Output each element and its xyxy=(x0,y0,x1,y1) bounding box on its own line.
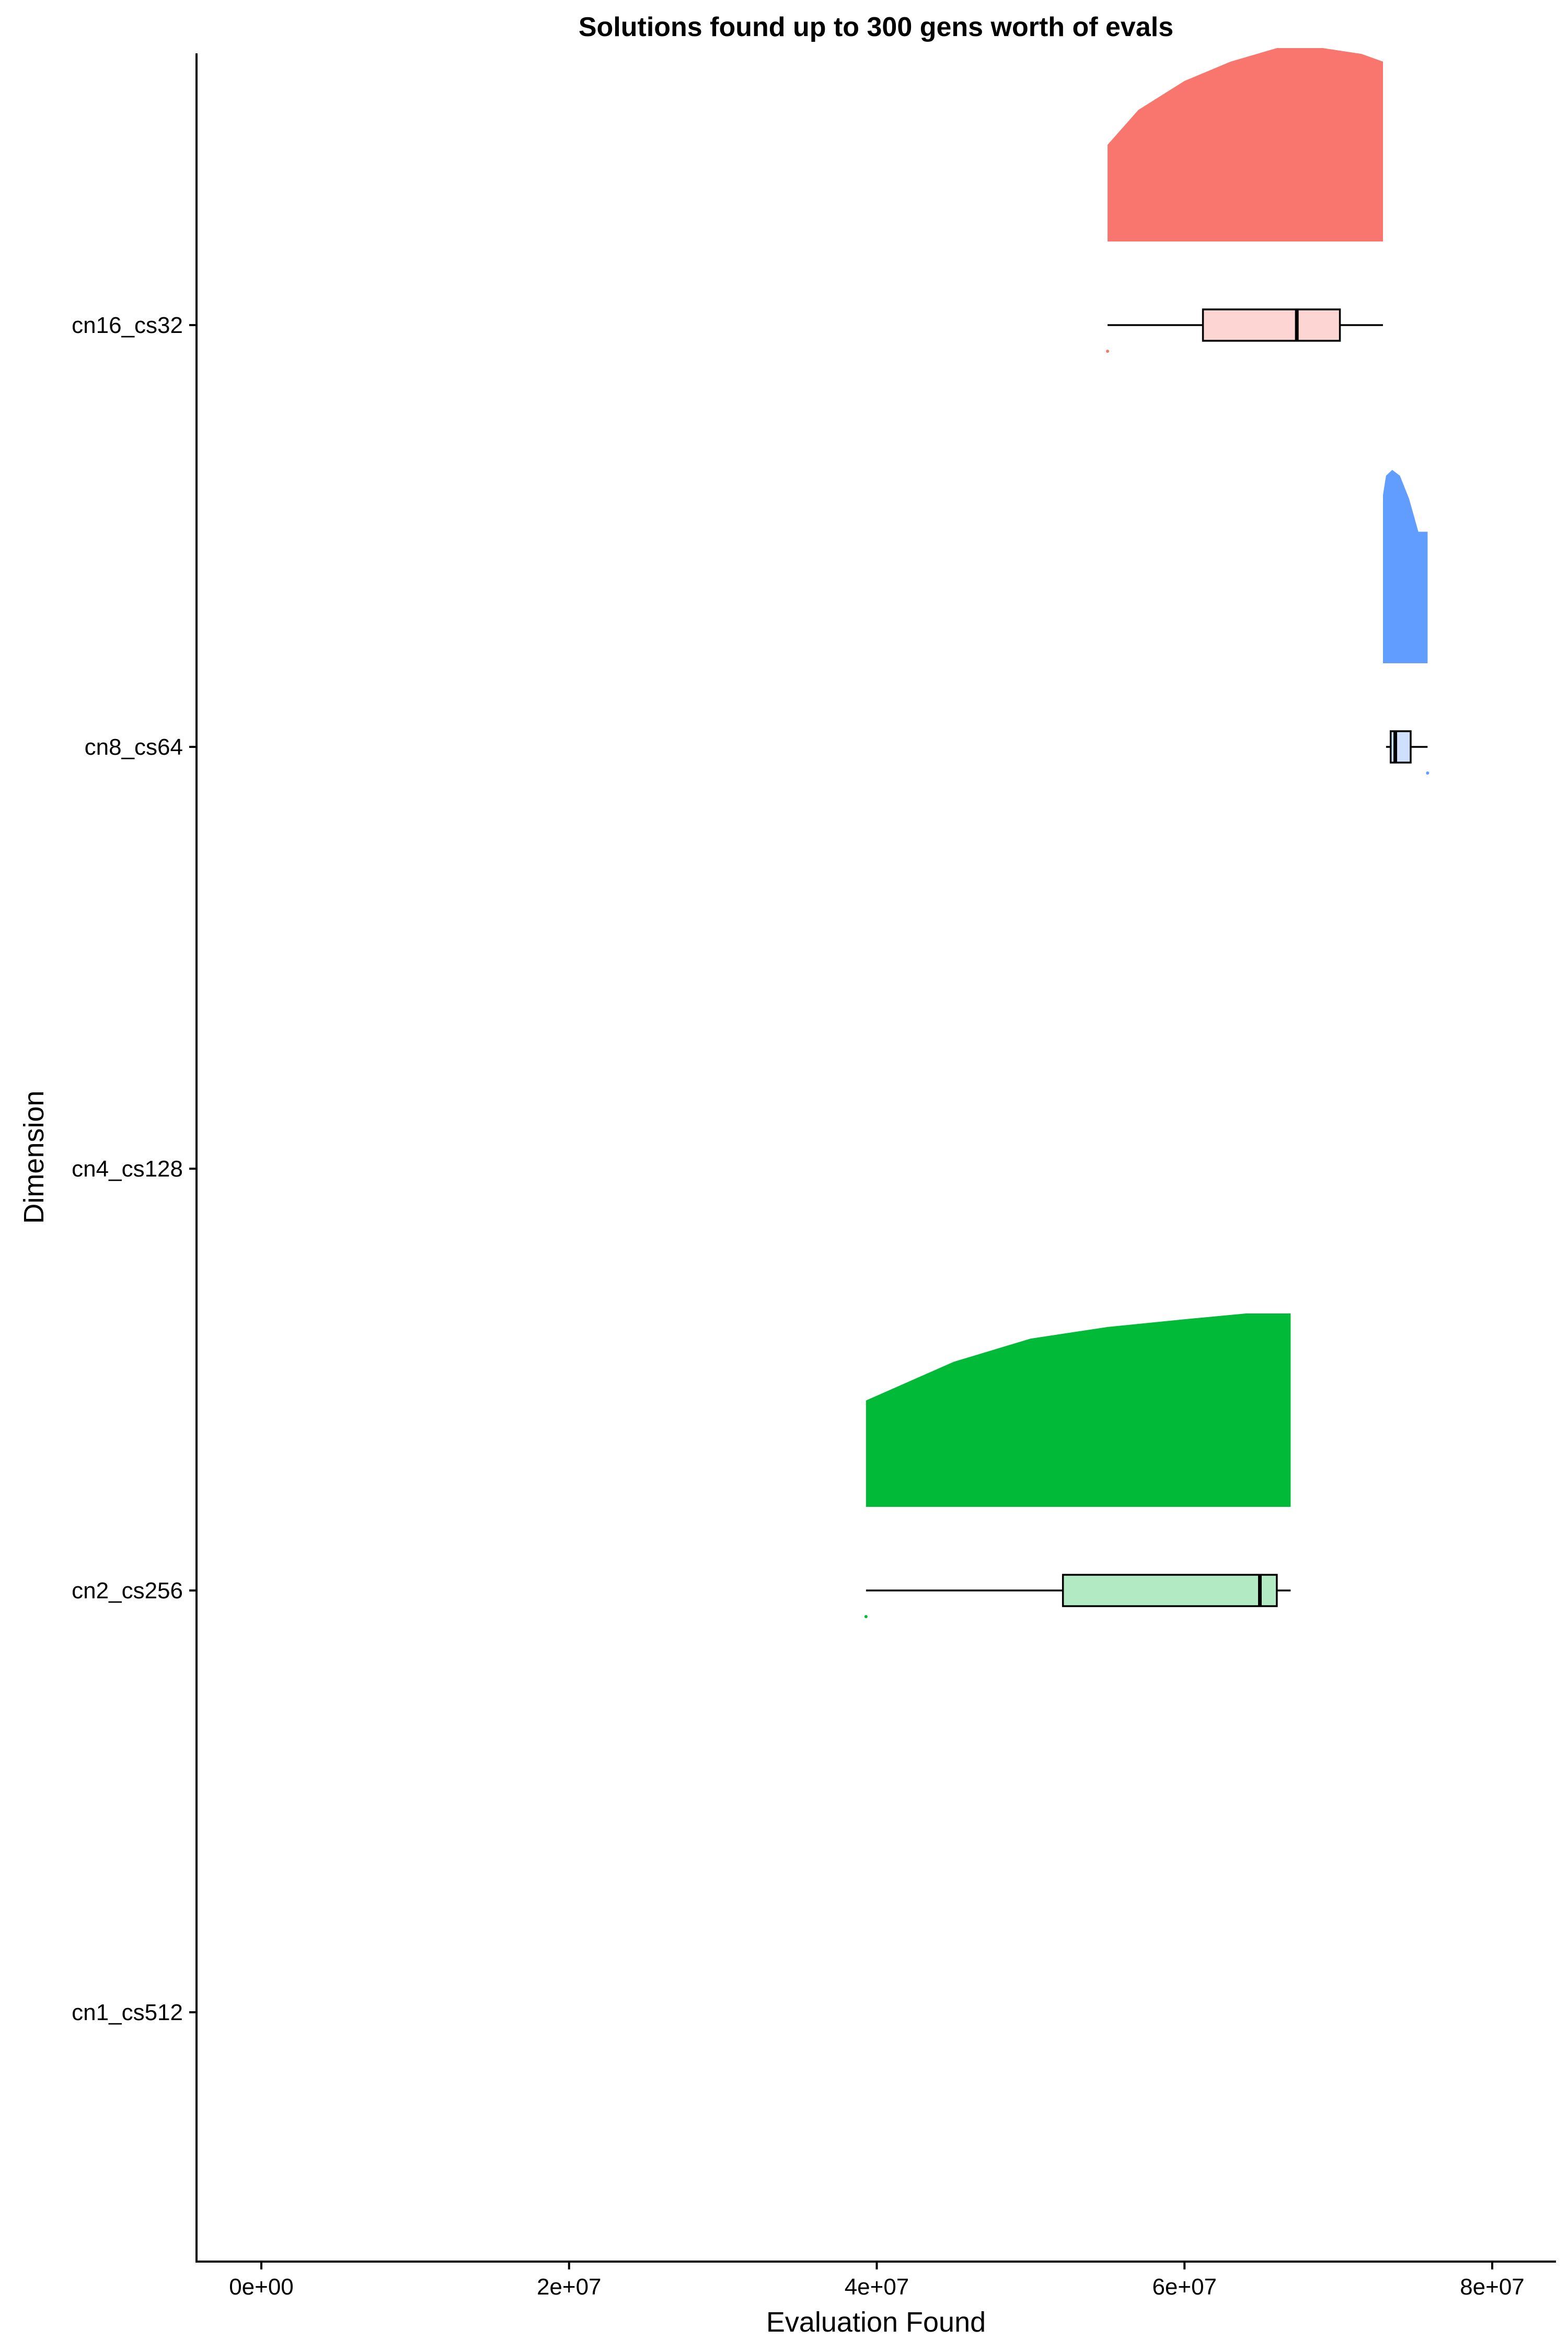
outlier-point xyxy=(1426,771,1429,775)
x-tick-label: 4e+07 xyxy=(845,2274,909,2300)
x-tick-label: 0e+00 xyxy=(229,2274,294,2300)
density-shape xyxy=(866,1313,1291,1507)
chart-title: Solutions found up to 300 gens worth of … xyxy=(579,12,1173,42)
plot-area xyxy=(864,48,1429,1618)
x-tick-label: 8e+07 xyxy=(1460,2274,1525,2300)
outlier-point xyxy=(864,1615,868,1618)
box xyxy=(1062,1574,1278,1607)
series-cn2_cs256 xyxy=(864,1313,1291,1618)
y-tick-label: cn8_cs64 xyxy=(85,734,183,760)
y-axis: cn16_cs32 cn8_cs64 cn4_cs128 cn2_cs256 cn1_c… xyxy=(72,313,197,2025)
density-shape xyxy=(1382,470,1428,663)
x-tick-label: 2e+07 xyxy=(537,2274,602,2300)
y-tick-label: cn4_cs128 xyxy=(72,1156,183,1182)
outlier-point xyxy=(1106,350,1110,353)
x-axis: 0e+00 2e+07 4e+07 6e+07 8e+07 xyxy=(229,2262,1525,2300)
series-cn16_cs32 xyxy=(1106,48,1383,353)
x-tick-label: 6e+07 xyxy=(1152,2274,1217,2300)
y-axis-title: Dimension xyxy=(18,1090,50,1224)
box xyxy=(1202,308,1341,342)
density-shape xyxy=(1108,48,1383,241)
y-tick-label: cn1_cs512 xyxy=(72,2000,183,2025)
y-tick-label: cn16_cs32 xyxy=(72,313,183,338)
x-axis-title: Evaluation Found xyxy=(766,2307,986,2338)
series-cn8_cs64 xyxy=(1382,470,1429,775)
y-tick-label: cn2_cs256 xyxy=(72,1578,183,1604)
